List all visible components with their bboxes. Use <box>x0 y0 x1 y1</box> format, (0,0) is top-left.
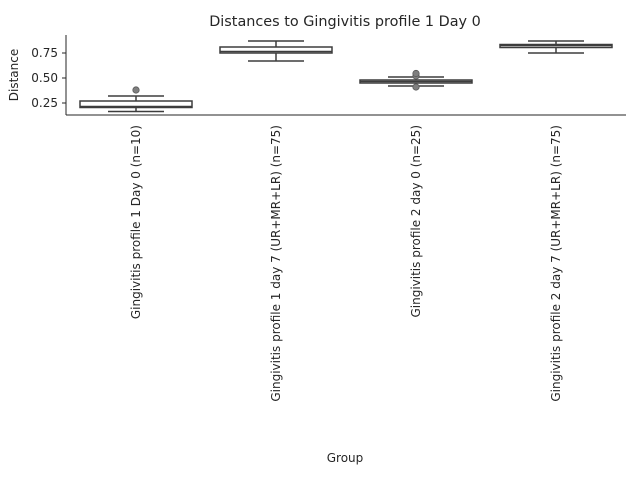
y-ticks: 0.25 0.50 0.75 <box>31 46 66 110</box>
x-tick-label: Gingivitis profile 1 day 7 (UR+MR+LR) (n… <box>269 125 283 402</box>
box-iqr <box>219 46 333 54</box>
x-tick-label: Gingivitis profile 1 Day 0 (n=10) <box>129 125 143 319</box>
y-tick-label: 0.50 <box>31 71 58 85</box>
box-group <box>499 40 613 54</box>
x-tick-labels: Gingivitis profile 1 Day 0 (n=10) Gingivi… <box>129 125 563 402</box>
y-axis-label: Distance <box>7 49 21 101</box>
outlier-point <box>412 83 420 91</box>
y-tick-label: 0.25 <box>31 96 58 110</box>
outlier-point <box>132 86 140 94</box>
boxes <box>79 40 613 113</box>
x-tick-label: Gingivitis profile 2 day 0 (n=25) <box>409 125 423 318</box>
y-tick-label: 0.75 <box>31 46 58 60</box>
box-group <box>359 69 473 91</box>
x-axis-label: Group <box>327 451 364 465</box>
box-group <box>219 40 333 62</box>
x-tick-label: Gingivitis profile 2 day 7 (UR+MR+LR) (n… <box>549 125 563 402</box>
outlier-point <box>412 69 420 78</box>
chart-title: Distances to Gingivitis profile 1 Day 0 <box>209 14 481 30</box>
box-group <box>79 86 193 113</box>
box-iqr <box>79 100 193 109</box>
